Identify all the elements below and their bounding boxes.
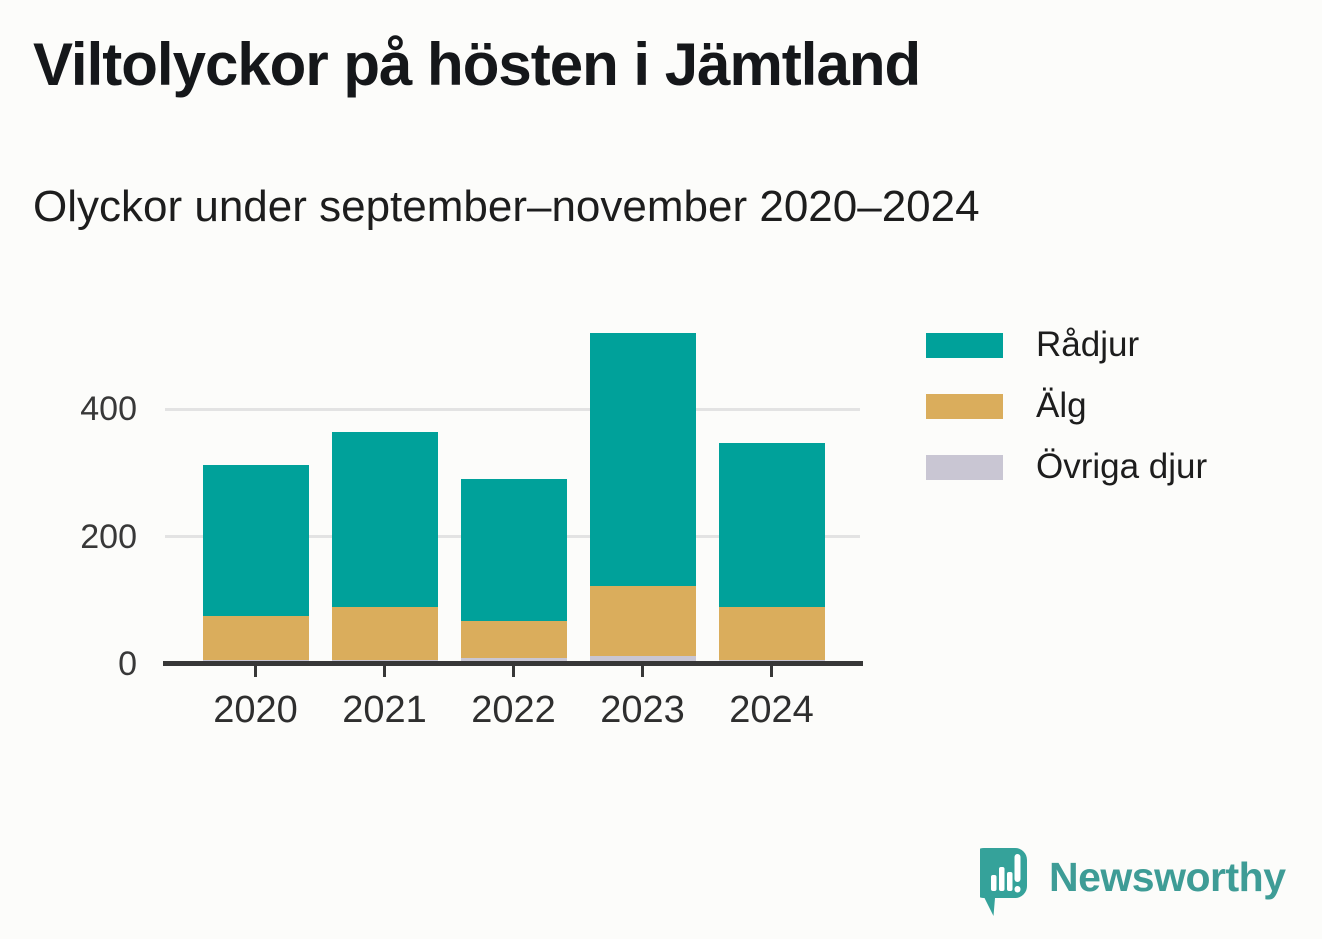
chart-title: Viltolyckor på hösten i Jämtland: [33, 31, 921, 98]
legend-item-Rådjur: Rådjur: [926, 323, 1207, 367]
legend-item-Älg: Älg: [926, 384, 1207, 428]
newsworthy-logo: Newsworthy: [980, 848, 1286, 918]
legend-item-Övriga djur: Övriga djur: [926, 445, 1207, 489]
x-axis-label-2022: 2022: [471, 689, 556, 731]
bar-2020-Älg: [202, 616, 309, 661]
gridline-400: [165, 407, 860, 411]
bar-2020-Rådjur: [202, 464, 309, 617]
bar-2024-Älg: [718, 607, 825, 661]
x-tick-2020: [254, 666, 257, 677]
chart-legend: Rådjur Älg Övriga djur: [926, 323, 1207, 489]
newsworthy-logo-icon: [980, 848, 1027, 916]
bar-2022-Övriga djur: [460, 657, 567, 664]
x-axis-line: [163, 661, 863, 666]
exclamation-dot: [1014, 886, 1021, 893]
bar-2023-Rådjur: [589, 333, 696, 586]
newsworthy-logo-text: Newsworthy: [1049, 854, 1286, 900]
legend-label: Älg: [1036, 386, 1087, 425]
mini-bar-2: [999, 867, 1005, 891]
mini-bar-1: [991, 875, 997, 891]
y-axis-label-200: 200: [80, 517, 137, 556]
legend-label: Övriga djur: [1036, 447, 1208, 486]
legend-swatch: [926, 454, 1003, 480]
exclamation-bar: [1014, 854, 1021, 882]
bar-2023-Övriga djur: [589, 655, 696, 664]
y-axis-label-400: 400: [80, 390, 137, 429]
x-tick-2023: [641, 666, 644, 677]
bar-2021-Älg: [331, 606, 438, 661]
x-axis-label-2024: 2024: [729, 689, 814, 731]
x-tick-2024: [770, 666, 773, 677]
legend-swatch: [926, 393, 1003, 419]
chart-subtitle: Olyckor under september–november 2020–20…: [33, 182, 980, 231]
x-axis-label-2021: 2021: [342, 689, 427, 731]
legend-label: Rådjur: [1036, 325, 1140, 364]
bar-2023-Älg: [589, 585, 696, 656]
mini-bar-3: [1007, 872, 1013, 891]
x-tick-2022: [512, 666, 515, 677]
bar-2022-Rådjur: [460, 479, 567, 621]
y-axis-label-0: 0: [118, 645, 137, 683]
x-axis-label-2023: 2023: [600, 689, 685, 731]
x-axis-label-2020: 2020: [213, 689, 298, 731]
legend-swatch: [926, 332, 1003, 358]
bar-2024-Rådjur: [718, 442, 825, 608]
x-tick-2021: [383, 666, 386, 677]
bar-2022-Älg: [460, 620, 567, 658]
bar-2021-Rådjur: [331, 432, 438, 607]
